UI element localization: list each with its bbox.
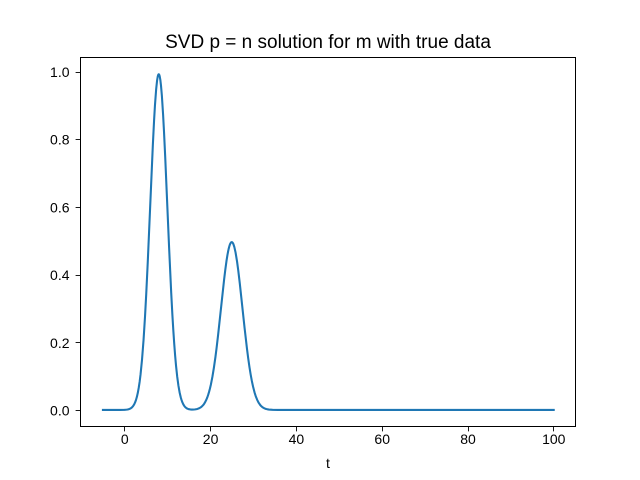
svg-text:0.4: 0.4 [50, 267, 70, 283]
svg-text:0: 0 [121, 431, 129, 447]
svg-text:t: t [326, 455, 330, 471]
svg-text:1.0: 1.0 [50, 64, 70, 80]
svg-text:100: 100 [542, 431, 566, 447]
svg-text:0.8: 0.8 [50, 132, 70, 148]
svg-text:40: 40 [289, 431, 305, 447]
svg-text:80: 80 [460, 431, 476, 447]
svg-text:0.0: 0.0 [50, 403, 70, 419]
svg-text:0.2: 0.2 [50, 335, 70, 351]
svg-text:SVD p = n solution for m with: SVD p = n solution for m with true data [165, 32, 491, 53]
svg-text:60: 60 [374, 431, 390, 447]
svg-text:0.6: 0.6 [50, 199, 70, 215]
svg-text:20: 20 [203, 431, 219, 447]
